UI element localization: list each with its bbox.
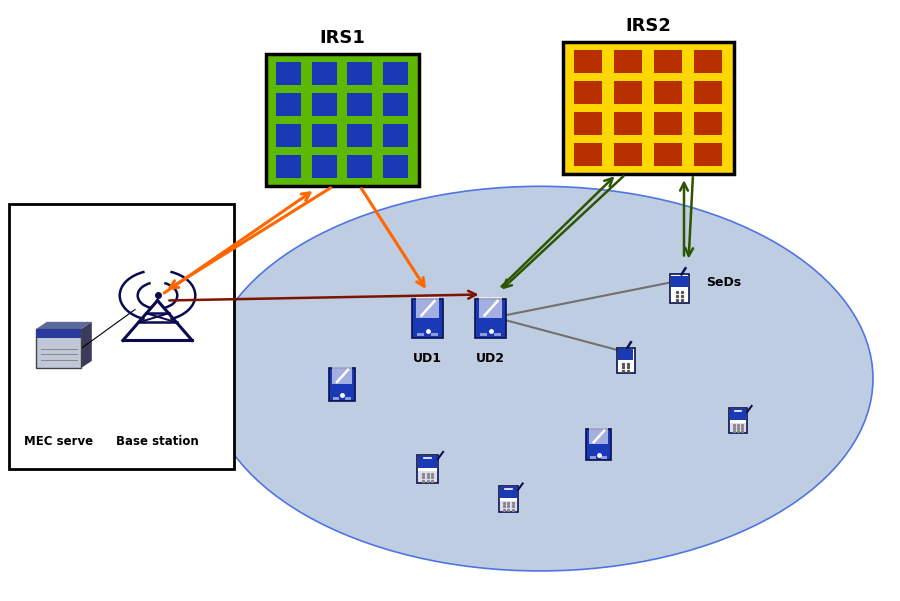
Bar <box>347 62 373 85</box>
Bar <box>382 62 408 85</box>
Bar <box>614 143 642 166</box>
Bar <box>574 81 602 104</box>
Bar <box>276 62 302 85</box>
Bar <box>311 93 337 116</box>
Text: Base station: Base station <box>116 435 199 448</box>
Bar <box>480 333 487 336</box>
Bar <box>311 155 337 178</box>
Bar <box>589 428 608 444</box>
Bar <box>694 81 722 104</box>
Bar <box>614 112 642 135</box>
Bar <box>382 93 408 116</box>
Bar <box>417 455 438 483</box>
Bar <box>494 333 501 336</box>
Bar <box>347 124 373 147</box>
Bar <box>382 124 408 147</box>
Bar <box>266 54 418 186</box>
Bar <box>347 93 373 116</box>
Bar <box>590 456 596 459</box>
Text: UD1: UD1 <box>413 352 442 365</box>
Bar <box>311 124 337 147</box>
Text: IRS2: IRS2 <box>626 17 670 35</box>
Polygon shape <box>81 322 92 368</box>
Text: IRS1: IRS1 <box>320 29 365 47</box>
Bar <box>382 155 408 178</box>
Bar <box>276 93 302 116</box>
Bar <box>499 486 518 511</box>
Ellipse shape <box>207 186 873 571</box>
Bar <box>276 155 302 178</box>
Bar <box>574 143 602 166</box>
Bar <box>730 409 746 420</box>
Bar <box>329 368 355 401</box>
Bar <box>475 299 506 338</box>
Bar <box>694 50 722 73</box>
Bar <box>276 124 302 147</box>
Bar <box>574 50 602 73</box>
Bar <box>431 333 438 336</box>
Bar <box>729 409 747 433</box>
Bar <box>562 42 734 174</box>
Bar <box>654 81 682 104</box>
Bar <box>618 349 633 359</box>
Bar <box>500 487 517 498</box>
Bar <box>614 50 642 73</box>
Bar <box>412 299 443 338</box>
Bar <box>416 297 439 318</box>
Bar <box>671 275 688 287</box>
Bar <box>9 204 234 469</box>
Bar <box>36 329 81 338</box>
Bar <box>333 397 339 400</box>
Text: MEC serve: MEC serve <box>24 435 93 448</box>
Bar <box>670 275 689 302</box>
Bar <box>654 143 682 166</box>
Bar <box>332 367 352 384</box>
Text: UD2: UD2 <box>476 352 505 365</box>
Bar <box>347 155 373 178</box>
Polygon shape <box>36 322 92 329</box>
Bar <box>616 348 634 373</box>
Bar <box>418 456 436 468</box>
Bar <box>417 333 424 336</box>
Bar <box>601 456 607 459</box>
Bar <box>311 62 337 85</box>
Bar <box>730 423 746 432</box>
Bar <box>345 397 351 400</box>
Bar <box>36 329 81 368</box>
Bar <box>694 143 722 166</box>
Text: SeDs: SeDs <box>706 276 742 289</box>
Bar <box>574 112 602 135</box>
Bar <box>654 112 682 135</box>
Bar <box>694 112 722 135</box>
Bar <box>500 501 517 511</box>
Bar <box>479 297 502 318</box>
Bar <box>586 429 611 460</box>
Bar <box>614 81 642 104</box>
Bar <box>654 50 682 73</box>
Bar <box>418 471 436 482</box>
